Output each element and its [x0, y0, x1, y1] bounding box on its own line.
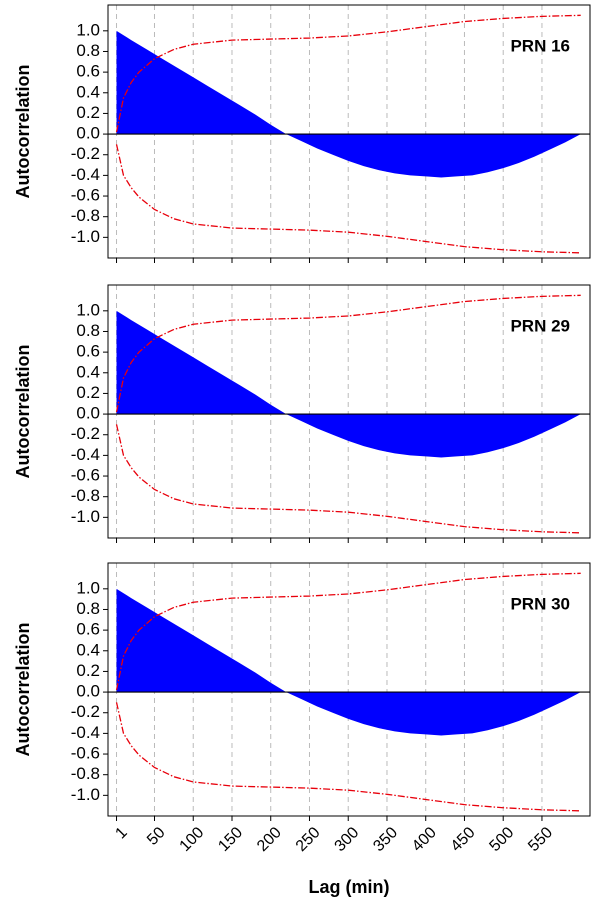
y-tick-label: 0.6	[76, 62, 100, 81]
y-tick-label: 0.0	[76, 404, 100, 423]
y-tick-label: 0.8	[76, 321, 100, 340]
acf-area	[116, 30, 581, 178]
plot-frame	[107, 562, 591, 817]
x-tick-label: 200	[254, 824, 285, 855]
y-tick-label: 0.2	[76, 661, 100, 680]
x-tick-label: 100	[177, 824, 208, 855]
y-tick-label: 0.2	[76, 383, 100, 402]
y-tick-label: -0.6	[71, 466, 100, 485]
y-tick-label: 1.0	[76, 578, 100, 597]
x-tick-label: 150	[215, 824, 246, 855]
x-tick-label: 50	[144, 824, 169, 849]
annotation: PRN 29	[510, 316, 570, 335]
x-tick-label: 250	[293, 824, 324, 855]
confidence-band	[115, 294, 581, 413]
confidence-band	[115, 702, 581, 812]
x-tick-label: 500	[486, 824, 517, 855]
y-tick-label: 1.0	[76, 20, 100, 39]
y-tick-label: 0.8	[76, 599, 100, 618]
y-tick-label: -1.0	[71, 227, 100, 246]
y-tick-label: -0.4	[71, 723, 100, 742]
y-tick-label: -0.2	[71, 702, 100, 721]
y-tick-label: -0.8	[71, 206, 100, 225]
annotation: PRN 16	[510, 36, 570, 55]
x-tick-label: 300	[332, 824, 363, 855]
y-tick-label: -1.0	[71, 507, 100, 526]
x-tick-label: 550	[525, 824, 556, 855]
y-tick-label: 0.6	[76, 342, 100, 361]
y-tick-label: -0.4	[71, 445, 100, 464]
x-tick-label: 450	[448, 824, 479, 855]
y-axis-label: Autocorrelation	[13, 64, 33, 198]
confidence-band	[115, 14, 581, 133]
y-tick-label: 0.2	[76, 103, 100, 122]
x-axis-label: Lag (min)	[309, 877, 390, 897]
y-tick-label: -0.6	[71, 744, 100, 763]
plot-frame	[107, 284, 591, 539]
y-tick-label: -0.6	[71, 186, 100, 205]
annotation: PRN 30	[510, 594, 570, 613]
y-tick-label: -0.2	[71, 144, 100, 163]
y-tick-label: 0.4	[76, 640, 100, 659]
y-tick-label: 0.8	[76, 41, 100, 60]
confidence-band	[115, 572, 581, 691]
confidence-band	[115, 424, 581, 534]
y-tick-label: 0.6	[76, 620, 100, 639]
y-axis-label: Autocorrelation	[13, 622, 33, 756]
acf-area	[116, 588, 581, 736]
y-tick-label: -0.2	[71, 424, 100, 443]
y-tick-label: 1.0	[76, 300, 100, 319]
y-tick-label: 0.4	[76, 362, 100, 381]
y-tick-label: -0.8	[71, 764, 100, 783]
y-tick-label: 0.0	[76, 682, 100, 701]
plot-frame	[107, 4, 591, 259]
x-tick-label: 1	[112, 824, 130, 842]
y-tick-label: 0.0	[76, 124, 100, 143]
x-tick-label: 350	[370, 824, 401, 855]
acf-area	[116, 310, 581, 458]
y-tick-label: 0.4	[76, 82, 100, 101]
y-axis-label: Autocorrelation	[13, 344, 33, 478]
y-tick-label: -1.0	[71, 785, 100, 804]
y-tick-label: -0.8	[71, 486, 100, 505]
x-tick-label: 400	[409, 824, 440, 855]
confidence-band	[115, 144, 581, 254]
y-tick-label: -0.4	[71, 165, 100, 184]
